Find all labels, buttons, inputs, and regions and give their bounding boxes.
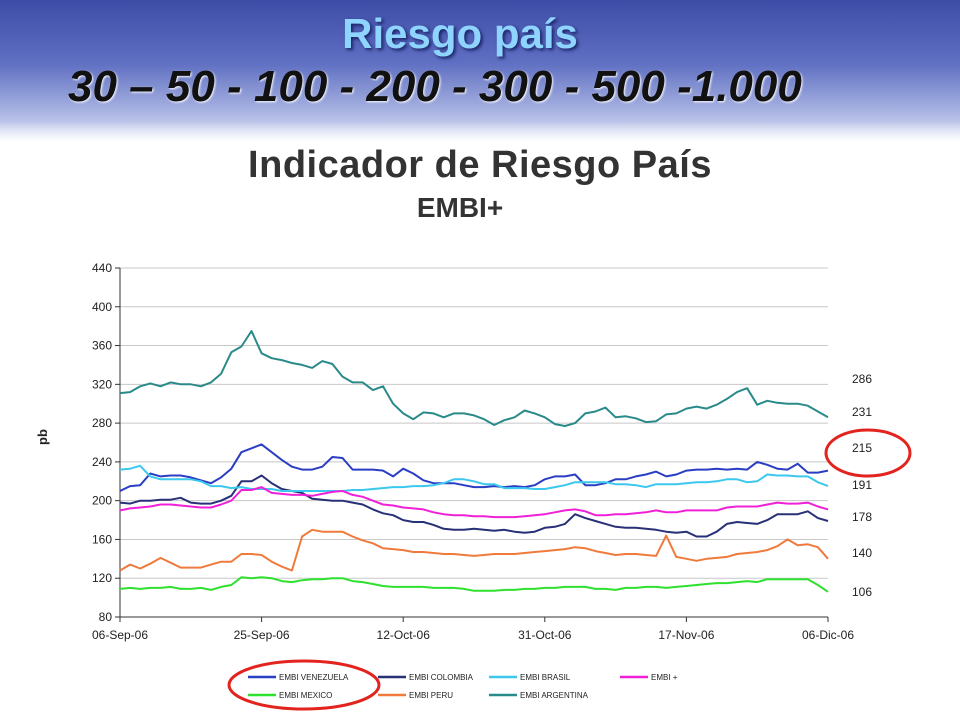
y-tick-label: 400 [92, 300, 112, 314]
end-value-label: 215 [852, 441, 872, 455]
y-tick-label: 160 [92, 532, 112, 546]
legend-entry: EMBI VENEZUELA [279, 673, 349, 682]
end-value-label: 178 [852, 510, 872, 524]
title-banner [0, 0, 960, 140]
chart-subtitle: EMBI+ [416, 192, 504, 223]
x-tick-label: 17-Nov-06 [658, 628, 714, 642]
x-tick-label: 06-Sep-06 [92, 628, 148, 642]
series-line-embi-mexico [119, 576, 829, 593]
x-tick-label: 12-Oct-06 [377, 628, 431, 642]
chart-series [119, 330, 829, 593]
y-tick-label: 120 [92, 571, 112, 585]
legend-entry: EMBI PERU [409, 691, 453, 700]
highlight-circle-legend [227, 659, 381, 711]
highlight-circle-end-label [824, 428, 912, 478]
end-value-label: 231 [852, 405, 872, 419]
series-line-embi-argentina [119, 330, 829, 427]
end-value-label: 191 [852, 478, 872, 492]
chart-grid [120, 267, 828, 618]
y-tick-label: 200 [92, 494, 112, 508]
legend-entry: EMBI MEXICO [279, 691, 332, 700]
series-line-embi-brasil [119, 464, 829, 492]
slide-subtitle: 30 – 50 - 100 - 200 - 300 - 500 -1.000 [68, 62, 802, 111]
end-labels: 286 231 215 191 178 140 106 [852, 372, 872, 599]
series-line-embi [119, 486, 829, 519]
series-line-embi-venezuela [119, 443, 829, 492]
end-value-label: 140 [852, 546, 872, 560]
legend-entry: EMBI ARGENTINA [520, 691, 589, 700]
series-line-embi-peru [119, 528, 829, 572]
legend-entry: EMBI COLOMBIA [409, 673, 474, 682]
x-tick-label: 31-Oct-06 [518, 628, 572, 642]
x-tick-label: 06-Dic-06 [802, 628, 854, 642]
y-tick-label: 320 [92, 377, 112, 391]
chart-legend: EMBI VENEZUELA EMBI COLOMBIA EMBI BRASIL EM… [248, 673, 678, 700]
y-tick-label: 240 [92, 455, 112, 469]
y-tick-label: 280 [92, 416, 112, 430]
chart-axes: 80 120 160 200 240 280 320 360 400 440 06-Sep-06 25… [92, 261, 854, 642]
legend-entry: EMBI + [651, 673, 678, 682]
end-value-label: 286 [852, 372, 872, 386]
chart-title: Indicador de Riesgo País [248, 144, 712, 186]
x-tick-label: 25-Sep-06 [234, 628, 290, 642]
legend-entry: EMBI BRASIL [520, 673, 571, 682]
y-tick-label: 440 [92, 261, 112, 275]
y-axis-label: pb [35, 429, 50, 445]
y-tick-label: 360 [92, 339, 112, 353]
end-value-label: 106 [852, 585, 872, 599]
y-tick-label: 80 [99, 610, 113, 624]
slide-title: Riesgo país [342, 10, 578, 57]
series-line-embi-colombia [119, 474, 829, 538]
